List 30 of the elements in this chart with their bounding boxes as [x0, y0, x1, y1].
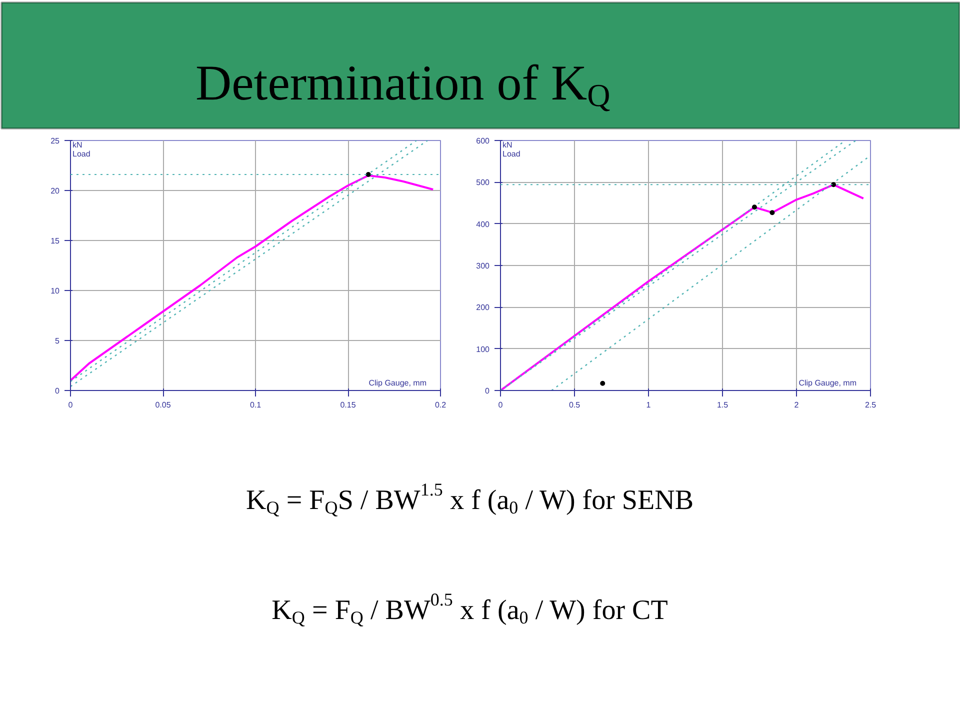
- y-tick-label: 15: [50, 236, 60, 246]
- y-tick-label: 200: [476, 303, 490, 312]
- annotation: kN: [72, 140, 82, 150]
- y-tick-label: 0: [485, 386, 490, 396]
- x-axis-title: Clip Gauge, mm: [798, 378, 857, 388]
- x-tick-label: 0: [68, 400, 74, 410]
- x-tick-label: 0.5: [568, 400, 581, 410]
- y-tick-label: 20: [50, 186, 60, 196]
- x-tick-label: 1.5: [716, 400, 729, 410]
- y-tick-label: 100: [476, 344, 490, 354]
- x-tick-label: 0.15: [340, 400, 356, 410]
- y-tick-label: 5: [55, 336, 60, 346]
- y-axis-title: Load: [72, 150, 90, 158]
- y-tick-label: 600: [476, 136, 490, 146]
- y-tick-label: 10: [50, 286, 60, 296]
- x-tick-label: 0.05: [155, 400, 172, 410]
- x-tick-label: 0: [498, 400, 504, 410]
- x-tick-label: 0.2: [434, 400, 447, 410]
- y-tick-label: 25: [50, 136, 60, 146]
- y-tick-label: 400: [476, 220, 490, 229]
- annotation: kN: [502, 140, 512, 150]
- y-axis-title: Load: [502, 150, 520, 158]
- y-tick-label: 300: [476, 262, 490, 270]
- x-tick-label: 2: [794, 400, 800, 410]
- y-tick-label: 0: [55, 386, 60, 396]
- x-tick-label: 0.1: [250, 400, 262, 410]
- x-tick-label: 2.5: [864, 400, 877, 410]
- x-tick-label: 1: [646, 400, 652, 410]
- y-tick-label: 500: [476, 178, 490, 188]
- x-axis-title: Clip Gauge, mm: [368, 378, 427, 388]
